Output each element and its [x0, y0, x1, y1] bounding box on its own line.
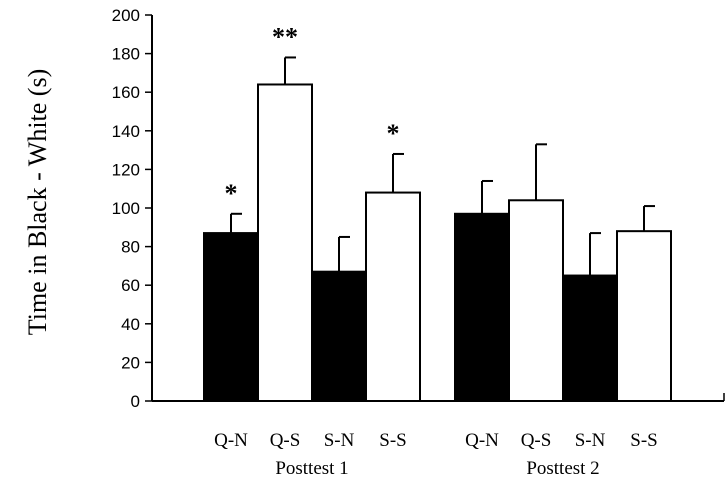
x-tick-label: S-N: [324, 430, 355, 451]
significance-label: *: [225, 179, 238, 208]
x-tick-label: Q-N: [214, 430, 248, 451]
bar: [257, 83, 313, 402]
bar: [454, 212, 510, 402]
x-tick-label: S-N: [575, 430, 606, 451]
y-tick-label: 80: [121, 238, 140, 257]
y-tick-label: 20: [121, 353, 140, 372]
bar: [562, 274, 618, 402]
y-tick-label: 200: [112, 6, 140, 25]
significance-label: *: [387, 119, 400, 148]
bars: ****: [203, 22, 672, 402]
y-axis-title-group: Time in Black - White (s): [23, 69, 52, 335]
significance-label: **: [272, 22, 298, 51]
y-axis-title: Time in Black - White (s): [23, 69, 52, 335]
y-tick-label: 140: [112, 122, 140, 141]
y-tick-label: 120: [112, 160, 140, 179]
group-label: Posttest 1: [275, 458, 348, 479]
bar: [203, 232, 259, 402]
y-tick-label: 180: [112, 45, 140, 64]
y-tick-label: 60: [121, 276, 140, 295]
x-tick-label: S-S: [630, 430, 657, 451]
bar: [616, 230, 672, 402]
y-tick-label: 0: [131, 392, 140, 411]
axes: 0 20 40 60 80 100 120 140 160 180 200: [112, 6, 725, 411]
y-tick-label: 160: [112, 83, 140, 102]
bar: [311, 270, 367, 402]
y-tick-label: 100: [112, 199, 140, 218]
x-tick-label: Q-N: [465, 430, 499, 451]
bar: [365, 191, 421, 402]
x-tick-label: S-S: [379, 430, 406, 451]
x-tick-label: Q-S: [521, 430, 552, 451]
x-tick-label: Q-S: [270, 430, 301, 451]
bar: [508, 199, 564, 402]
group-label: Posttest 2: [526, 458, 599, 479]
category-labels: Q-N Q-S S-N S-S Posttest 1 Q-N Q-S S-N S-S Postte…: [214, 430, 658, 479]
y-tick-label: 40: [121, 315, 140, 334]
